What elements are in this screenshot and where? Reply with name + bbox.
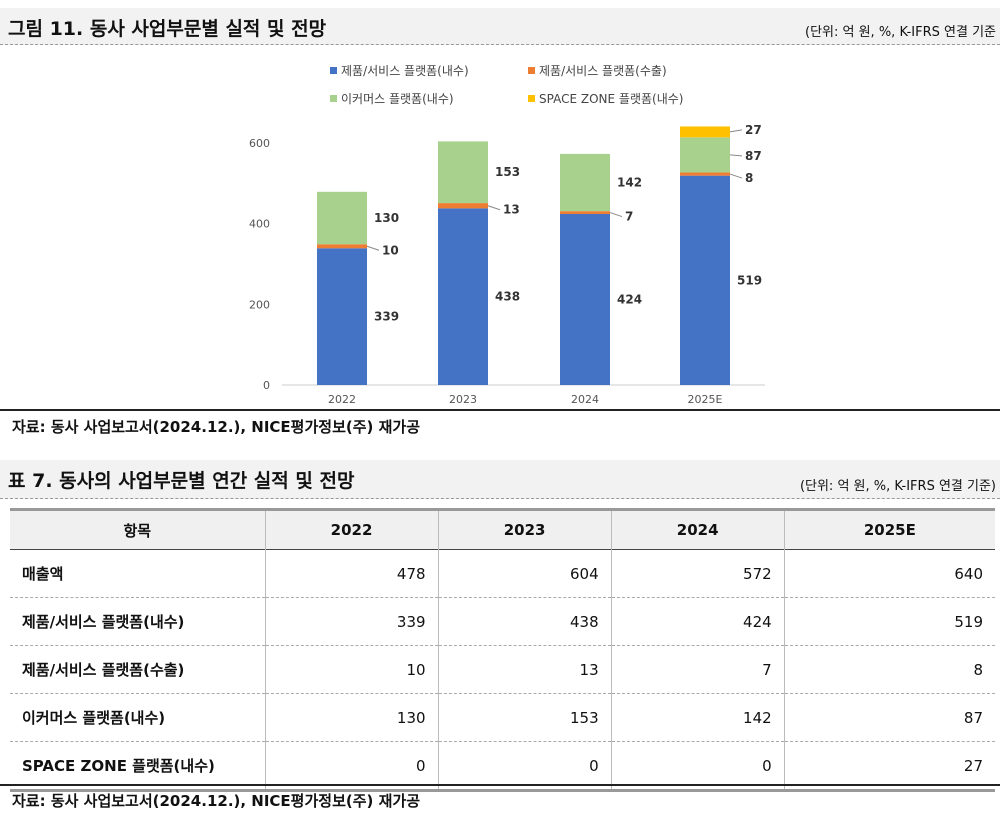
- divider: [0, 409, 1000, 411]
- figure-unit: (단위: 억 원, %, K-IFRS 연결 기준: [805, 25, 996, 40]
- cell-value: 142: [610, 693, 785, 742]
- table-source: 자료: 동사 사업보고서(2024.12.), NICE평가정보(주) 재가공: [12, 792, 421, 810]
- data-label: 87: [745, 149, 762, 163]
- bar-segment: [438, 208, 488, 385]
- bar-segment: [438, 141, 488, 204]
- x-tick-label: 2023: [449, 393, 477, 406]
- bar-segment: [680, 175, 730, 385]
- cell-value: 438: [437, 597, 612, 646]
- row-label: 제품/서비스 플랫폼(내수): [10, 597, 265, 646]
- cell-value: 153: [437, 693, 612, 742]
- data-label: 130: [374, 211, 399, 225]
- table-row: 제품/서비스 플랫폼(수출) 10 13 7 8: [10, 645, 995, 694]
- header-item: 항목: [10, 508, 265, 550]
- table-title-bar: 표 7. 동사의 사업부문별 연간 실적 및 전망 (단위: 억 원, %, K…: [0, 460, 1000, 499]
- bar-segment: [317, 191, 367, 245]
- table-row: SPACE ZONE 플랫폼(내수) 0 0 0 27: [10, 741, 995, 792]
- bar-segment: [560, 211, 610, 214]
- cell-value: 339: [264, 597, 439, 646]
- leader-line: [729, 173, 743, 179]
- table-unit: (단위: 억 원, %, K-IFRS 연결 기준): [799, 479, 996, 494]
- row-label: 제품/서비스 플랫폼(수출): [10, 645, 265, 694]
- legend-swatch: [330, 67, 337, 74]
- data-label: 153: [495, 165, 520, 179]
- legend-swatch: [330, 95, 337, 102]
- leader-line: [487, 205, 501, 211]
- cell-value: 0: [610, 741, 785, 792]
- y-tick-label: 600: [249, 137, 270, 150]
- leader-line: [366, 245, 380, 251]
- cell-value: 604: [437, 549, 612, 598]
- bar-segment: [680, 172, 730, 176]
- table-row: 매출액 478 604 572 640: [10, 549, 995, 598]
- legend-swatch: [528, 67, 535, 74]
- cell-value: 572: [610, 549, 785, 598]
- row-label: 이커머스 플랫폼(내수): [10, 693, 265, 742]
- cell-value: 10: [264, 645, 439, 694]
- leader-line: [609, 212, 623, 218]
- x-tick-label: 2024: [571, 393, 599, 406]
- table-row: 이커머스 플랫폼(내수) 130 153 142 87: [10, 693, 995, 742]
- bar-segment: [560, 153, 610, 212]
- stacked-bar-chart: 제품/서비스 플랫폼(내수) 제품/서비스 플랫폼(수출) 이커머스 플랫폼(내수)…: [249, 64, 765, 406]
- y-tick-label: 0: [263, 379, 270, 392]
- cell-value: 8: [783, 645, 995, 694]
- legend-label: 이커머스 플랫폼(내수): [341, 92, 454, 106]
- data-label: 8: [745, 171, 753, 185]
- data-label: 339: [374, 310, 399, 324]
- data-label: 13: [503, 203, 520, 217]
- header-year: 2025E: [783, 508, 995, 550]
- data-label: 519: [737, 273, 762, 287]
- cell-value: 13: [437, 645, 612, 694]
- leader-line: [729, 154, 743, 157]
- cell-value: 478: [264, 549, 439, 598]
- data-label: 142: [617, 176, 642, 190]
- cell-value: 640: [783, 549, 995, 598]
- table-title: 표 7. 동사의 사업부문별 연간 실적 및 전망: [8, 470, 355, 492]
- bar-segment: [680, 137, 730, 173]
- y-tick-label: 200: [249, 298, 270, 311]
- x-tick-label: 2025E: [688, 393, 723, 406]
- figure-title: 그림 11. 동사 사업부문별 실적 및 전망: [8, 18, 327, 40]
- legend-label: 제품/서비스 플랫폼(수출): [539, 64, 667, 78]
- data-label: 27: [745, 123, 762, 137]
- row-label: SPACE ZONE 플랫폼(내수): [10, 741, 265, 792]
- cell-value: 0: [437, 741, 612, 792]
- cell-value: 130: [264, 693, 439, 742]
- leader-line: [729, 129, 743, 133]
- bar-segment: [680, 126, 730, 138]
- cell-value: 27: [783, 741, 995, 792]
- cell-value: 424: [610, 597, 785, 646]
- legend-label: 제품/서비스 플랫폼(내수): [341, 64, 469, 78]
- data-label: 7: [625, 210, 633, 224]
- header-year: 2022: [264, 508, 439, 550]
- data-label: 424: [617, 292, 642, 306]
- cell-value: 7: [610, 645, 785, 694]
- legend-swatch: [528, 95, 535, 102]
- row-label: 매출액: [10, 549, 265, 598]
- results-table: 항목 2022 2023 2024 2025E 매출액 478 604 572 640 제…: [10, 508, 995, 792]
- bar-segment: [317, 244, 367, 249]
- bar-segment: [317, 248, 367, 385]
- data-label: 438: [495, 290, 520, 304]
- table-row: 제품/서비스 플랫폼(내수) 339 438 424 519: [10, 597, 995, 646]
- header-year: 2024: [610, 508, 785, 550]
- cell-value: 0: [264, 741, 439, 792]
- x-tick-label: 2022: [328, 393, 356, 406]
- data-label: 10: [382, 243, 399, 257]
- header-year: 2023: [437, 508, 612, 550]
- bar-segment: [560, 213, 610, 385]
- y-tick-label: 400: [249, 218, 270, 231]
- cell-value: 87: [783, 693, 995, 742]
- cell-value: 519: [783, 597, 995, 646]
- figure-title-bar: 그림 11. 동사 사업부문별 실적 및 전망 (단위: 억 원, %, K-I…: [0, 8, 1000, 45]
- divider: [0, 784, 1000, 786]
- legend-label: SPACE ZONE 플랫폼(내수): [539, 92, 683, 106]
- figure-source: 자료: 동사 사업보고서(2024.12.), NICE평가정보(주) 재가공: [12, 418, 421, 436]
- bar-segment: [438, 203, 488, 209]
